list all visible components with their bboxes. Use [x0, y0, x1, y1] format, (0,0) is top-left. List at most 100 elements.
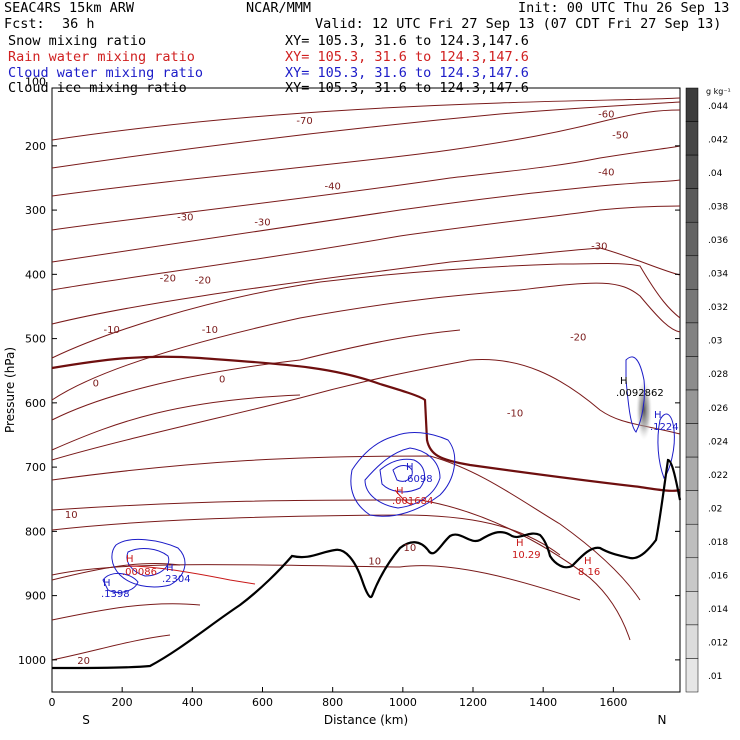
- cloud-max-value-4: .1224: [650, 422, 679, 433]
- plot-frame: [51, 87, 681, 693]
- valid-time: Valid: 12 UTC Fri 27 Sep 13 (07 CDT Fri …: [315, 16, 722, 32]
- fcst-value: 36 h: [62, 16, 95, 32]
- temperature-contour-label: 10: [368, 556, 381, 567]
- colorbar-cell: [685, 591, 699, 626]
- h-marker-cloud-2: H: [103, 578, 111, 589]
- y-tick-label: 800: [25, 525, 46, 538]
- colorbar-label: .01: [708, 672, 722, 682]
- y-tick-label: 300: [25, 204, 46, 217]
- model-title: SEAC4RS 15km ARW: [4, 0, 135, 16]
- temperature-contour-label: -50: [612, 130, 628, 141]
- legend-rain-label: Rain water mixing ratio: [8, 49, 195, 65]
- colorbar-cell: [685, 221, 699, 257]
- init-time: Init: 00 UTC Thu 26 Sep 13: [518, 0, 730, 16]
- colorbar-cell: [685, 624, 699, 659]
- colorbar-cell: [685, 456, 699, 491]
- fcst-label: Fcst:: [4, 16, 45, 32]
- colorbar-label: .028: [708, 370, 728, 380]
- colorbar-cell: [685, 523, 699, 559]
- colorbar-cell: [685, 423, 699, 458]
- temperature-contour-label: 0: [219, 374, 225, 385]
- y-tick-label: 500: [25, 333, 46, 346]
- x-tick-label: 800: [322, 696, 343, 709]
- x-tick-label: 1200: [459, 696, 487, 709]
- temperature-contour-label: -30: [254, 218, 270, 229]
- legend-snow-label: Snow mixing ratio: [8, 33, 147, 49]
- temperature-contour-label: -40: [598, 168, 614, 179]
- y-tick-label: 900: [25, 590, 46, 603]
- colorbar-label: .04: [708, 169, 723, 179]
- colorbar-cell: [685, 87, 699, 122]
- legend-cloudwater-label: Cloud water mixing ratio: [8, 65, 204, 81]
- x-axis-label: Distance (km): [324, 713, 408, 727]
- h-marker-cloud-4: H: [654, 410, 662, 421]
- cloud-ice-shading: [636, 380, 652, 440]
- temperature-contour-label: 20: [77, 656, 90, 667]
- hydrometeor-maxima: H .00086 H .2304 H .1398 H .001684 H .60…: [101, 376, 679, 600]
- temperature-contour-label: -20: [195, 275, 211, 286]
- temperature-contour-label: -20: [160, 274, 176, 285]
- legend-rain-xy: XY= 105.3, 31.6 to 124.3,147.6: [285, 49, 529, 65]
- center-label: NCAR/MMM: [246, 0, 312, 16]
- colorbar-label: .044: [708, 102, 728, 112]
- x-tick-label: 400: [182, 696, 203, 709]
- x-tick-label: 1000: [389, 696, 417, 709]
- colorbar-label: .032: [708, 303, 728, 313]
- temperature-contour-label: 0: [93, 378, 99, 389]
- cloud-max-value-1: .2304: [162, 574, 191, 585]
- colorbar-cell: [685, 389, 699, 424]
- temperature-contour-label: -40: [324, 182, 340, 193]
- colorbar-label: .03: [708, 337, 722, 347]
- colorbar-label: .026: [708, 404, 728, 414]
- colorbar-cell: [685, 322, 699, 357]
- colorbar-label: .042: [708, 135, 728, 145]
- rain-max-value-2: .001684: [392, 496, 433, 507]
- x-tick-label: 200: [112, 696, 133, 709]
- y-tick-label: 100: [25, 76, 46, 89]
- temperature-contours: [51, 97, 681, 661]
- temperature-contour-label: -20: [570, 333, 586, 344]
- colorbar-label: .012: [708, 639, 728, 649]
- y-tick-label: 200: [25, 140, 46, 153]
- rain-water-contours: [127, 489, 413, 585]
- colorbar-label: .018: [708, 538, 728, 548]
- x-tick-label: 600: [252, 696, 273, 709]
- temperature-contour-label: -10: [202, 325, 218, 336]
- colorbar-label: .024: [708, 437, 728, 447]
- colorbar-unit: g kg⁻¹: [706, 87, 731, 96]
- h-marker-cloud-1: H: [166, 563, 174, 574]
- h-marker-rain-1: H: [126, 554, 134, 565]
- colorbar-label: .016: [708, 572, 728, 582]
- colorbar-cell: [685, 188, 699, 223]
- x-tick-label: 1600: [599, 696, 627, 709]
- x-tick-label: 1400: [529, 696, 557, 709]
- temperature-contour-label: 10: [65, 510, 78, 521]
- y-tick-label: 600: [25, 397, 46, 410]
- x-tick-label: 0: [49, 696, 56, 709]
- h-marker-rain-4: H: [584, 556, 592, 567]
- colorbar-label: .014: [708, 605, 728, 615]
- ice-max-value-1: .0092862: [616, 388, 664, 399]
- colorbar-label: .038: [708, 202, 728, 212]
- cloud-water-contours: [102, 356, 675, 593]
- y-tick-label: 1000: [18, 654, 46, 667]
- colorbar-cell: [685, 356, 699, 391]
- colorbar-cell: [685, 289, 699, 324]
- x-end-label-left: S: [82, 713, 90, 727]
- legend-snow-xy: XY= 105.3, 31.6 to 124.3,147.6: [285, 33, 529, 49]
- temperature-contour-label: -10: [507, 408, 523, 419]
- temperature-contour-label: -70: [296, 116, 312, 127]
- colorbar-cell: [685, 121, 699, 156]
- colorbar-label: .02: [708, 504, 722, 514]
- colorbar-cell: [685, 557, 699, 592]
- cloud-max-value-3: .6098: [404, 474, 433, 485]
- x-end-label-right: N: [658, 713, 667, 727]
- colorbar-cell: [685, 490, 699, 525]
- rain-max-value-3: 10.29: [512, 550, 541, 561]
- colorbar-label: .034: [708, 270, 728, 280]
- temperature-contour-label: -30: [591, 241, 607, 252]
- rain-max-value-1: .00086: [122, 567, 157, 578]
- h-marker-rain-3: H: [516, 538, 524, 549]
- h-marker-cloud-3: H: [406, 462, 414, 473]
